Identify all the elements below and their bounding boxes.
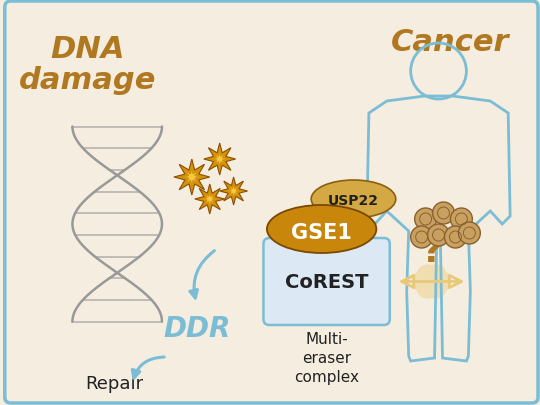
Circle shape <box>458 222 480 244</box>
Polygon shape <box>195 185 225 215</box>
FancyArrowPatch shape <box>190 251 214 298</box>
FancyBboxPatch shape <box>5 2 538 403</box>
Circle shape <box>428 224 449 246</box>
Text: DNA
damage: DNA damage <box>19 35 156 95</box>
Polygon shape <box>213 153 226 166</box>
Circle shape <box>415 209 436 230</box>
Text: Cancer: Cancer <box>391 28 510 57</box>
Polygon shape <box>220 177 247 205</box>
Polygon shape <box>204 193 216 206</box>
Text: Multi-
eraser
complex: Multi- eraser complex <box>294 331 359 384</box>
Text: ?: ? <box>421 235 442 269</box>
Circle shape <box>433 202 455 224</box>
Text: GSE1: GSE1 <box>291 222 352 243</box>
Text: CoREST: CoREST <box>285 272 368 291</box>
Text: DDR: DDR <box>163 314 231 342</box>
Polygon shape <box>184 170 199 185</box>
Ellipse shape <box>311 181 396 218</box>
FancyArrowPatch shape <box>423 276 440 288</box>
Text: USP22: USP22 <box>328 194 379 207</box>
Polygon shape <box>204 144 235 175</box>
Ellipse shape <box>267 205 376 254</box>
Circle shape <box>444 226 467 248</box>
Polygon shape <box>228 185 239 197</box>
Circle shape <box>450 209 472 230</box>
Circle shape <box>411 226 433 248</box>
FancyArrowPatch shape <box>132 357 164 378</box>
Polygon shape <box>174 160 210 196</box>
Text: Repair: Repair <box>85 374 143 392</box>
FancyBboxPatch shape <box>264 239 390 325</box>
